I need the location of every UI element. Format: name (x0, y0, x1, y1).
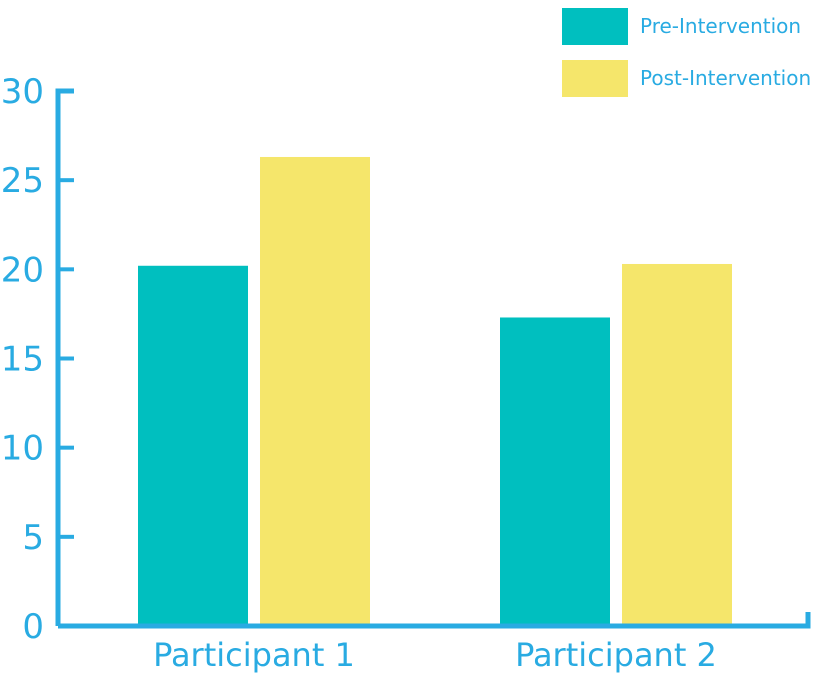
bars-group (138, 156, 732, 626)
legend-swatch (562, 8, 628, 45)
x-labels-group: Participant 1 Participant 2 (153, 636, 717, 674)
y-tick-label: 25 (1, 161, 44, 201)
x-category-label: Participant 1 (153, 636, 355, 674)
legend-label: Post-Intervention (640, 66, 811, 90)
bar-pre-intervention-2 (500, 317, 610, 626)
bar-pre-intervention-1 (138, 265, 248, 626)
y-tick-label: 0 (22, 607, 44, 647)
legend: Pre-Intervention Post-Intervention (562, 8, 811, 97)
x-category-label: Participant 2 (515, 636, 717, 674)
legend-swatch (562, 60, 628, 97)
bar-post-intervention-2 (622, 263, 732, 626)
bar-post-intervention-1 (260, 156, 370, 626)
y-tick-label: 20 (1, 250, 44, 290)
x-axis-line (58, 612, 811, 629)
y-ticks-group: 0 5 10 15 20 25 30 (1, 72, 74, 647)
y-tick-label: 5 (22, 518, 44, 558)
y-tick-label: 10 (1, 429, 44, 469)
y-tick-label: 15 (1, 340, 44, 380)
y-tick-label: 30 (1, 72, 44, 112)
legend-label: Pre-Intervention (640, 14, 801, 38)
